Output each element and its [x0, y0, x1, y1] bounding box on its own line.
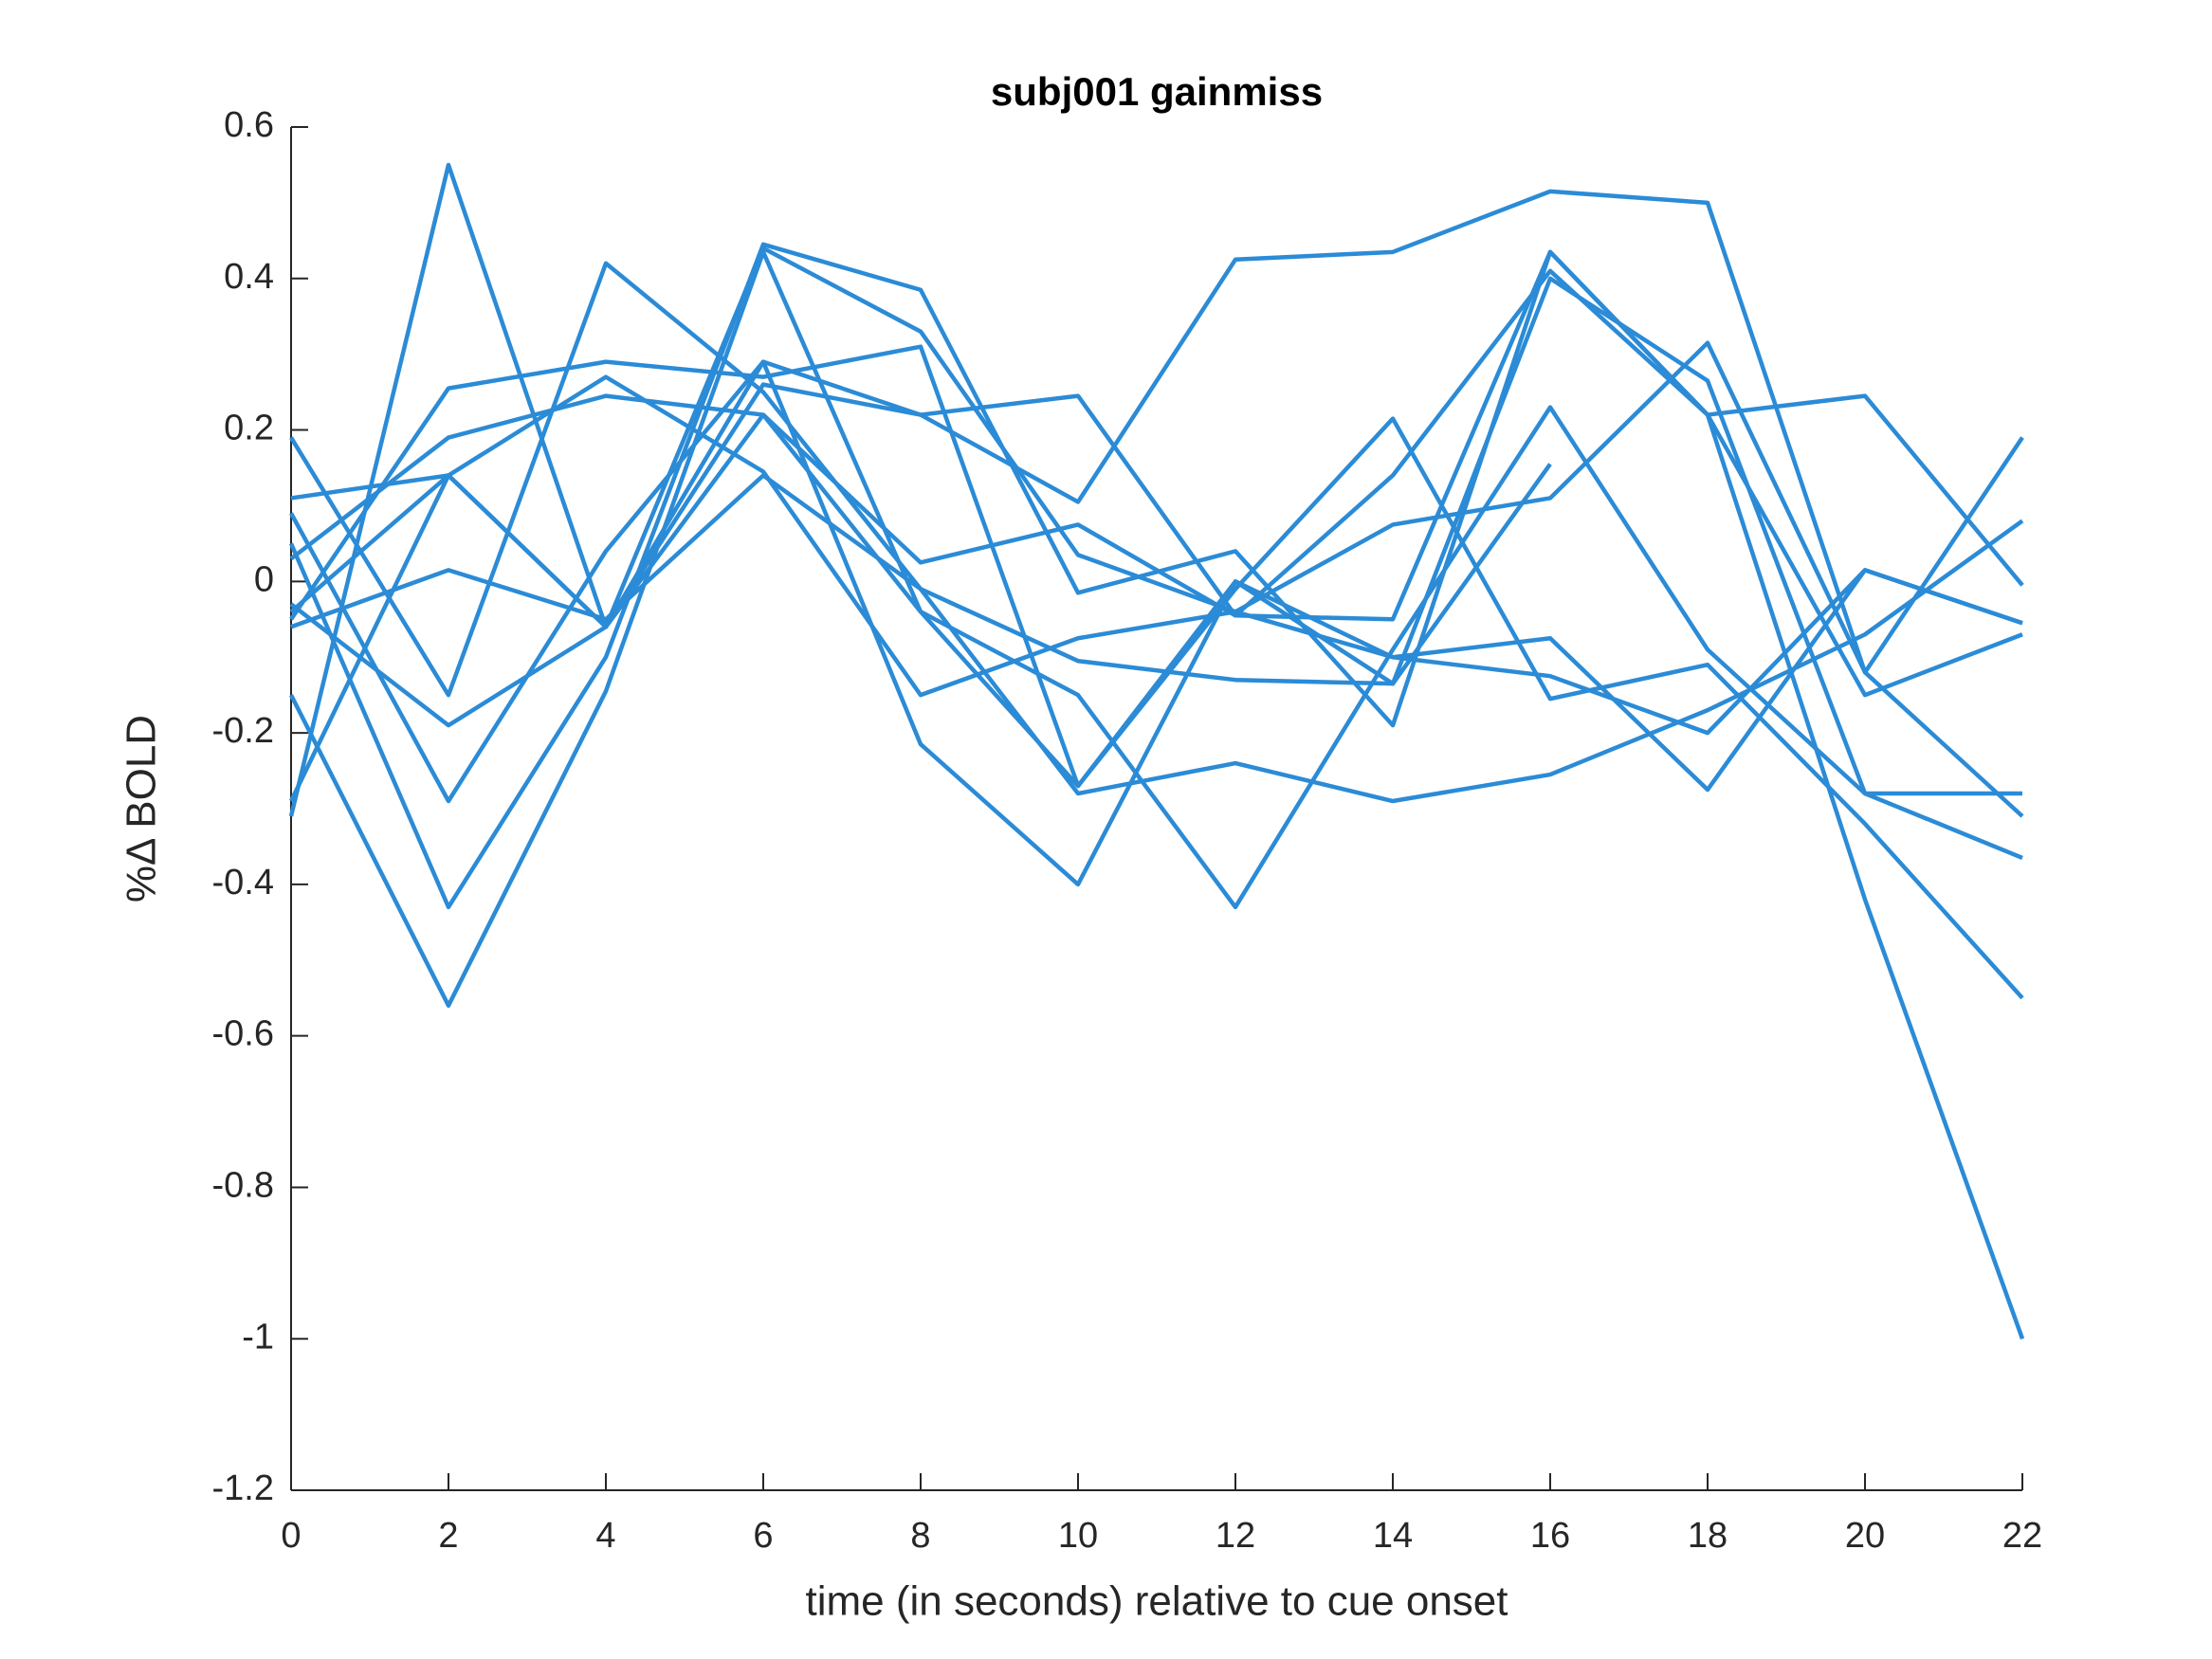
series-line: [288, 162, 2024, 817]
y-tick-label: -0.4: [212, 863, 274, 902]
x-tick-label: 10: [1058, 1516, 1098, 1556]
x-tick-label: 18: [1688, 1516, 1728, 1556]
x-tick-label: 4: [595, 1516, 615, 1556]
series-line: [289, 344, 2024, 1000]
x-tick-label: 12: [1216, 1516, 1255, 1556]
y-tick-label: -0.8: [212, 1165, 274, 1205]
series-line: [288, 340, 2024, 802]
series-line: [290, 473, 2024, 804]
x-tick-label: 16: [1530, 1516, 1570, 1556]
series-line: [289, 359, 2023, 887]
x-tick-label: 22: [2002, 1516, 2042, 1556]
y-tick-label: 0.6: [224, 105, 274, 145]
x-tick-label: 2: [438, 1516, 458, 1556]
x-tick-label: 14: [1373, 1516, 1413, 1556]
series-line: [289, 261, 2022, 796]
x-tick-label: 20: [1845, 1516, 1885, 1556]
series-line: [289, 189, 2024, 818]
y-tick-label: 0.2: [224, 409, 274, 448]
chart-title: subj001 gainmiss: [991, 69, 1323, 114]
y-tick-label: -0.2: [212, 711, 274, 751]
y-tick-label: 0: [254, 559, 274, 599]
x-tick-label: 0: [281, 1516, 301, 1556]
y-axis-label: %Δ BOLD: [119, 715, 165, 902]
series-line: [290, 246, 2023, 793]
y-tick-label: -1: [242, 1317, 274, 1357]
x-tick-label: 6: [753, 1516, 773, 1556]
y-tick-label: -1.2: [212, 1468, 274, 1508]
series-line: [289, 412, 1552, 789]
series-line: [289, 249, 2023, 698]
y-tick-label: 0.4: [224, 257, 274, 297]
series-line: [288, 249, 2023, 1008]
x-tick-label: 8: [910, 1516, 930, 1556]
y-tick-label: -0.6: [212, 1014, 274, 1054]
x-axis-label: time (in seconds) relative to cue onset: [805, 1578, 1508, 1625]
